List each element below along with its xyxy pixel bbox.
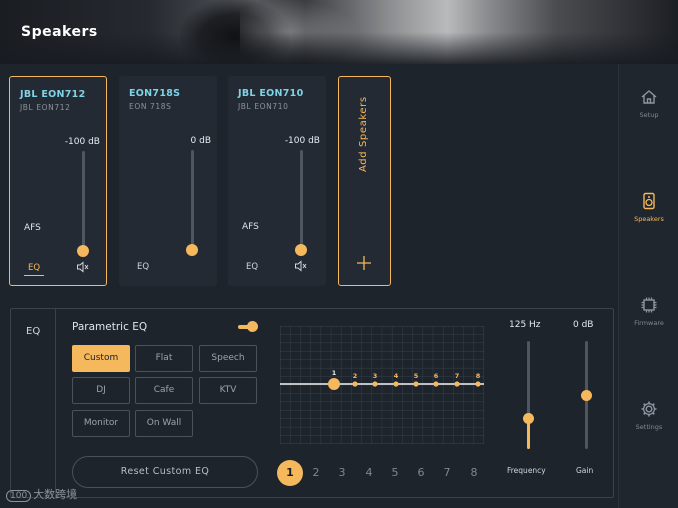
- band-button-4[interactable]: 4: [365, 466, 373, 479]
- speaker-model: JBL EON710: [238, 102, 289, 111]
- band-button-2[interactable]: 2: [312, 466, 320, 479]
- banner-fade: [0, 0, 678, 64]
- band-button-8[interactable]: 8: [470, 466, 478, 479]
- eq-button[interactable]: EQ: [246, 262, 259, 272]
- frequency-label: Frequency: [507, 466, 546, 475]
- speaker-model: JBL EON712: [20, 103, 71, 112]
- eq-band-point-3[interactable]: [372, 381, 378, 387]
- eq-tab-label: EQ: [26, 326, 41, 337]
- nav-item-settings[interactable]: Settings: [619, 398, 678, 442]
- band-button-5[interactable]: 5: [391, 466, 399, 479]
- watermark-text: 大数跨境: [33, 488, 78, 501]
- header-banner: Speakers: [0, 0, 678, 64]
- speaker-model: EON 718S: [129, 102, 172, 111]
- frequency-slider-track[interactable]: [527, 341, 530, 449]
- volume-slider-knob[interactable]: [77, 245, 89, 257]
- gain-label: Gain: [576, 466, 594, 475]
- add-speakers-button[interactable]: Add Speakers: [338, 76, 391, 286]
- eq-band-point-label: 6: [434, 372, 439, 380]
- eq-tab[interactable]: [10, 308, 56, 498]
- preset-ktv[interactable]: KTV: [199, 377, 257, 404]
- preset-monitor[interactable]: Monitor: [72, 410, 130, 437]
- eq-band-point-label: 2: [353, 372, 358, 380]
- band-button-3[interactable]: 3: [338, 466, 346, 479]
- preset-cafe[interactable]: Cafe: [135, 377, 193, 404]
- band-button-6[interactable]: 6: [417, 466, 425, 479]
- gear-icon: [641, 401, 657, 417]
- nav-label-firmware: Firmware: [634, 319, 664, 327]
- nav-label-speakers: Speakers: [634, 215, 664, 223]
- preset-on-wall[interactable]: On Wall: [135, 410, 193, 437]
- eq-band-point-4[interactable]: [393, 381, 399, 387]
- volume-slider-knob[interactable]: [186, 244, 198, 256]
- eq-band-point-5[interactable]: [413, 381, 419, 387]
- plus-icon: [357, 256, 371, 270]
- gain-value: 0 dB: [573, 320, 594, 330]
- speaker-card-eon718s[interactable]: EON718S EON 718S 0 dB EQ: [119, 76, 217, 286]
- preset-custom[interactable]: Custom: [72, 345, 130, 372]
- watermark-logo: 100: [6, 490, 32, 502]
- frequency-value: 125 Hz: [509, 320, 541, 330]
- toggle-knob: [247, 321, 258, 332]
- speaker-card-eon712[interactable]: JBL EON712 JBL EON712 -100 dB AFS EQ: [9, 76, 107, 286]
- toggle-track: [238, 325, 252, 329]
- nav-item-setup[interactable]: Setup: [619, 86, 678, 130]
- chip-icon: [641, 297, 657, 313]
- eq-response-graph[interactable]: 1 2 3 4 5 6 7 8: [280, 326, 484, 444]
- eq-band-point-2[interactable]: [352, 381, 358, 387]
- watermark: 100 大数跨境: [6, 486, 77, 502]
- eq-band-point-1[interactable]: [328, 378, 340, 390]
- band-button-1[interactable]: 1: [277, 460, 303, 486]
- reset-custom-eq-button[interactable]: Reset Custom EQ: [72, 456, 258, 488]
- preset-dj[interactable]: DJ: [72, 377, 130, 404]
- volume-slider-track[interactable]: [300, 150, 303, 250]
- level-readout: -100 dB: [64, 137, 100, 147]
- parametric-eq-title: Parametric EQ: [72, 321, 148, 333]
- nav-item-speakers[interactable]: Speakers: [619, 190, 678, 234]
- level-readout: 0 dB: [190, 136, 211, 146]
- eq-band-point-8[interactable]: [475, 381, 481, 387]
- volume-slider-track[interactable]: [82, 151, 85, 251]
- nav-label-setup: Setup: [639, 111, 659, 119]
- nav-label-settings: Settings: [635, 423, 663, 431]
- speaker-name: JBL EON712: [20, 89, 86, 100]
- add-speakers-label: Add Speakers: [358, 96, 369, 172]
- mute-speaker-icon[interactable]: [76, 261, 90, 273]
- band-selector: 1 2 3 4 5 6 7 8: [277, 460, 487, 486]
- page-title: Speakers: [21, 24, 98, 40]
- volume-slider-knob[interactable]: [295, 244, 307, 256]
- eq-band-point-6[interactable]: [433, 381, 439, 387]
- eq-band-point-label: 5: [414, 372, 419, 380]
- eq-band-point-label: 7: [455, 372, 460, 380]
- speaker-card-eon710[interactable]: JBL EON710 JBL EON710 -100 dB AFS EQ: [228, 76, 326, 286]
- eq-band-point-7[interactable]: [454, 381, 460, 387]
- speaker-icon: [643, 192, 655, 210]
- eq-band-point-label: 8: [476, 372, 481, 380]
- band-button-7[interactable]: 7: [443, 466, 451, 479]
- frequency-slider-knob[interactable]: [523, 413, 534, 425]
- speaker-name: JBL EON710: [238, 88, 304, 99]
- gain-slider-knob[interactable]: [581, 389, 592, 401]
- afs-button[interactable]: AFS: [24, 223, 41, 233]
- preset-flat[interactable]: Flat: [135, 345, 193, 372]
- level-readout: -100 dB: [284, 136, 320, 146]
- afs-button[interactable]: AFS: [242, 222, 259, 232]
- eq-band-point-label: 3: [373, 372, 378, 380]
- preset-speech[interactable]: Speech: [199, 345, 257, 372]
- volume-slider-track[interactable]: [191, 150, 194, 250]
- home-icon: [641, 90, 657, 104]
- eq-band-point-label: 4: [394, 372, 399, 380]
- eq-band-point-label: 1: [332, 369, 337, 377]
- eq-toggle[interactable]: [238, 321, 260, 332]
- nav-item-firmware[interactable]: Firmware: [619, 294, 678, 338]
- eq-button[interactable]: EQ: [24, 263, 45, 276]
- eq-button[interactable]: EQ: [137, 262, 150, 272]
- frequency-slider-fill: [527, 418, 530, 449]
- right-nav: Setup Speakers Firmware Settings: [618, 64, 678, 508]
- mute-speaker-icon[interactable]: [294, 260, 308, 272]
- speaker-name: EON718S: [129, 88, 181, 99]
